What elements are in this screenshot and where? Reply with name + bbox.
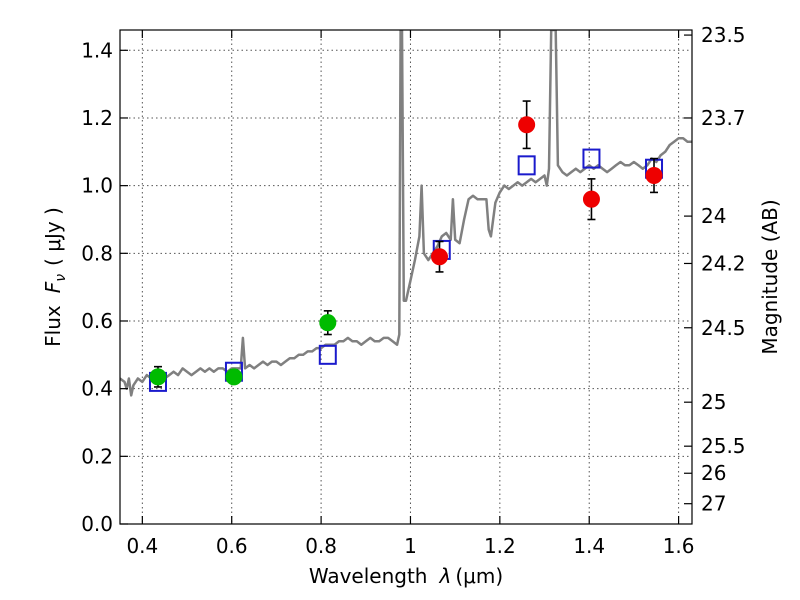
x-tick-label: 1.6 — [663, 534, 695, 558]
plot-frame — [119, 29, 693, 525]
y-tick-label: 0.4 — [81, 377, 113, 401]
x-tick-label: 0.4 — [126, 534, 158, 558]
y-axis-label: FluxFν( μJy ) — [41, 207, 69, 347]
y-tick-label: 1.4 — [81, 38, 113, 62]
observed-point — [645, 166, 663, 184]
observed-point — [319, 314, 337, 332]
y2-tick-label: 27 — [701, 492, 726, 516]
y2-tick-label: 24.2 — [701, 251, 746, 275]
observed-point — [431, 248, 449, 266]
plot-layer — [120, 30, 692, 397]
x-axis-label: Wavelength λ (μm) — [309, 564, 503, 588]
y-tick-label: 1.0 — [81, 174, 113, 198]
observed-point — [518, 116, 536, 134]
tick-layer: 0.4 0.6 0.8 1 1.2 1.4 1.6 0.0 0.2 0.4 0.6 0.8 1.0 1.2… — [81, 23, 745, 558]
y2-tick-label: 24 — [701, 204, 726, 228]
x-tick-label: 1.4 — [573, 534, 605, 558]
spectrum-line — [120, 30, 692, 397]
x-tick-label: 0.8 — [305, 534, 337, 558]
x-tick-label: 1.2 — [484, 534, 516, 558]
y2-tick-label: 25.5 — [701, 434, 746, 458]
grid-layer — [120, 30, 692, 525]
y2-tick-label: 25 — [701, 390, 726, 414]
y2-tick-label: 23.5 — [701, 23, 746, 47]
x-tick-label: 1 — [404, 534, 417, 558]
observed-point — [582, 190, 600, 208]
model-photometry-square — [318, 344, 337, 365]
model-photometry-square — [517, 155, 536, 176]
observed-point — [149, 368, 167, 386]
y-tick-label: 0.6 — [81, 309, 113, 333]
y2-axis-label: Magnitude (AB) — [758, 199, 782, 354]
y-tick-label: 0.2 — [81, 444, 113, 468]
y2-tick-label: 24.5 — [701, 316, 746, 340]
y-tick-label: 0.8 — [81, 241, 113, 265]
y2-tick-label: 26 — [701, 461, 726, 485]
model-photometry-square — [582, 148, 601, 169]
x-tick-label: 0.6 — [216, 534, 248, 558]
y-tick-label: 0.0 — [81, 512, 113, 536]
observed-point — [225, 368, 243, 386]
y-tick-label: 1.2 — [81, 106, 113, 130]
y2-tick-label: 23.7 — [701, 106, 746, 130]
